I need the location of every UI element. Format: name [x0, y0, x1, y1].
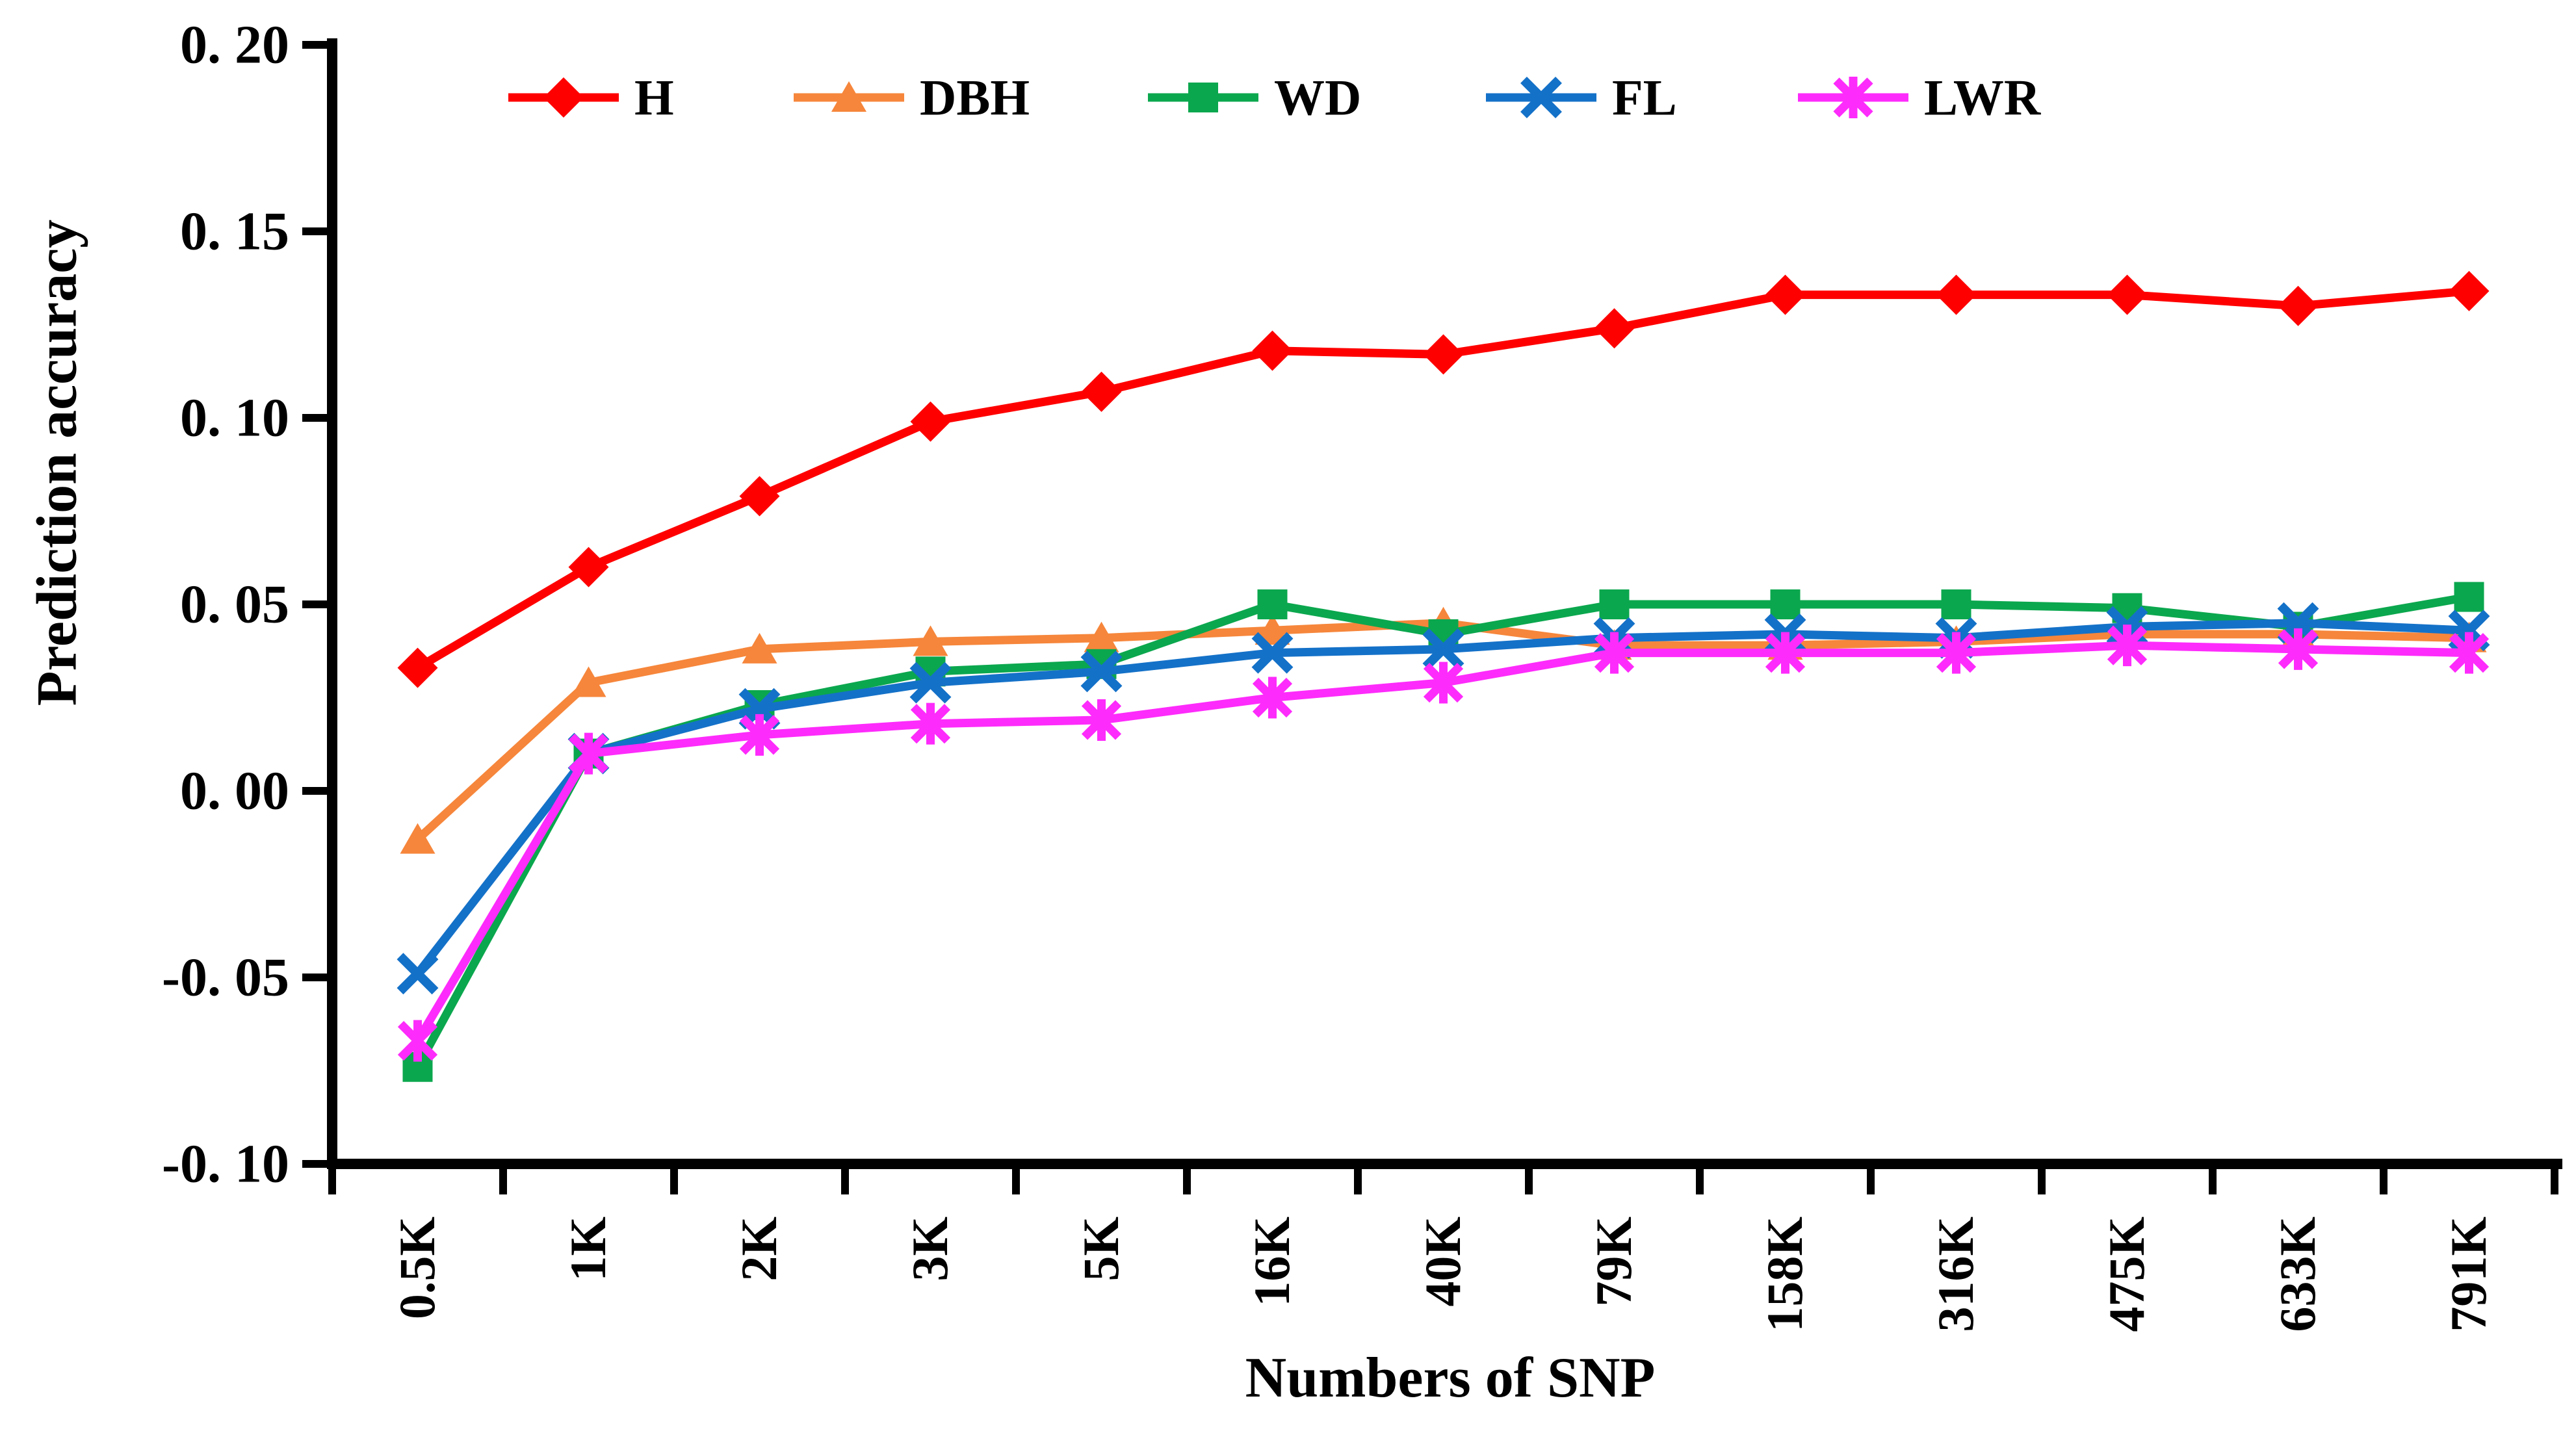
- series-marker-H: [910, 401, 951, 442]
- x-tick-label: 1K: [560, 1217, 616, 1282]
- series-marker-LWR: [2449, 632, 2490, 674]
- series-marker-H: [1765, 274, 1806, 315]
- y-tick-label: 0. 05: [180, 574, 289, 635]
- series-marker-DBH: [400, 823, 436, 854]
- x-tick-label: 475K: [2098, 1217, 2155, 1332]
- x-tick-label: 79K: [1585, 1217, 1642, 1307]
- series-marker-FL: [909, 662, 952, 704]
- series-marker-H: [2278, 285, 2319, 326]
- series-marker-LWR: [1081, 699, 1122, 741]
- series-marker-WD: [1770, 589, 1801, 619]
- series-marker-H: [2449, 270, 2490, 311]
- series-marker-LWR: [2107, 625, 2148, 667]
- x-tick-label: 3K: [902, 1217, 958, 1282]
- series-marker-H: [1594, 308, 1635, 349]
- x-tick-label: 40K: [1414, 1217, 1471, 1307]
- x-tick-label: 5K: [1073, 1217, 1129, 1282]
- y-tick-label: -0. 10: [162, 1134, 289, 1194]
- series-marker-H: [1252, 330, 1293, 371]
- series-line-LWR: [413, 641, 2469, 1043]
- series-marker-WD: [2454, 582, 2484, 612]
- x-tick-label: 0.5K: [389, 1217, 445, 1320]
- series-marker-DBH: [1255, 614, 1290, 645]
- series-marker-DBH: [1084, 621, 1119, 652]
- series-marker-WD: [1941, 589, 1971, 619]
- series-marker-DBH: [571, 666, 606, 697]
- x-tick-label: 2K: [731, 1217, 787, 1282]
- legend-label-FL: FL: [1612, 70, 1677, 126]
- x-tick-label: 633K: [2269, 1217, 2326, 1332]
- series-marker-H: [1423, 334, 1464, 375]
- y-axis-title: Prediction accuracy: [25, 219, 89, 706]
- series-marker-DBH: [913, 625, 948, 656]
- series-marker-FL: [1251, 632, 1294, 674]
- series-marker-LWR: [1765, 632, 1806, 674]
- series-marker-LWR: [2278, 628, 2319, 670]
- series-marker-LWR: [1423, 662, 1464, 704]
- x-tick-label: 16K: [1243, 1217, 1300, 1307]
- series-marker-FL: [1422, 628, 1464, 670]
- series-marker-LWR: [1252, 677, 1293, 719]
- x-tick-label: 791K: [2440, 1217, 2497, 1332]
- series-marker-FL: [1080, 651, 1123, 693]
- series-marker-LWR: [568, 732, 609, 775]
- legend-marker-LWR: [1833, 77, 1873, 118]
- series-marker-H: [568, 547, 609, 587]
- series-marker-H: [2107, 274, 2148, 315]
- series-marker-LWR: [739, 714, 780, 756]
- legend-label-WD: WD: [1274, 70, 1361, 126]
- legend-marker-DBH: [831, 81, 866, 112]
- x-tick-label: 316K: [1927, 1217, 1984, 1332]
- legend-label-LWR: LWR: [1924, 70, 2042, 126]
- legend-label-DBH: DBH: [920, 70, 1030, 126]
- series-marker-FL: [397, 953, 439, 995]
- series-marker-LWR: [1936, 632, 1977, 674]
- series-marker-H: [1081, 371, 1122, 412]
- legend-marker-H: [543, 77, 584, 118]
- legend-marker-FL: [1520, 77, 1562, 118]
- series-marker-WD: [1257, 589, 1288, 619]
- series-marker-H: [1936, 274, 1977, 315]
- x-tick-label: 158K: [1756, 1217, 1813, 1332]
- series-marker-H: [739, 476, 780, 517]
- y-tick-label: 0. 10: [180, 388, 289, 448]
- legend-marker-WD: [1188, 83, 1218, 112]
- x-axis-title: Numbers of SNP: [1245, 1347, 1656, 1410]
- series-marker-LWR: [910, 703, 951, 745]
- y-tick-label: 0. 20: [180, 15, 289, 75]
- series-marker-LWR: [1594, 632, 1635, 674]
- series-marker-LWR: [397, 1020, 438, 1062]
- series-marker-DBH: [742, 632, 777, 664]
- series-marker-H: [397, 647, 438, 688]
- y-tick-label: -0. 05: [162, 948, 289, 1008]
- legend-label-H: H: [634, 70, 674, 126]
- series-marker-WD: [1599, 589, 1630, 619]
- y-tick-label: 0. 15: [180, 201, 289, 262]
- y-tick-label: 0. 00: [180, 761, 289, 821]
